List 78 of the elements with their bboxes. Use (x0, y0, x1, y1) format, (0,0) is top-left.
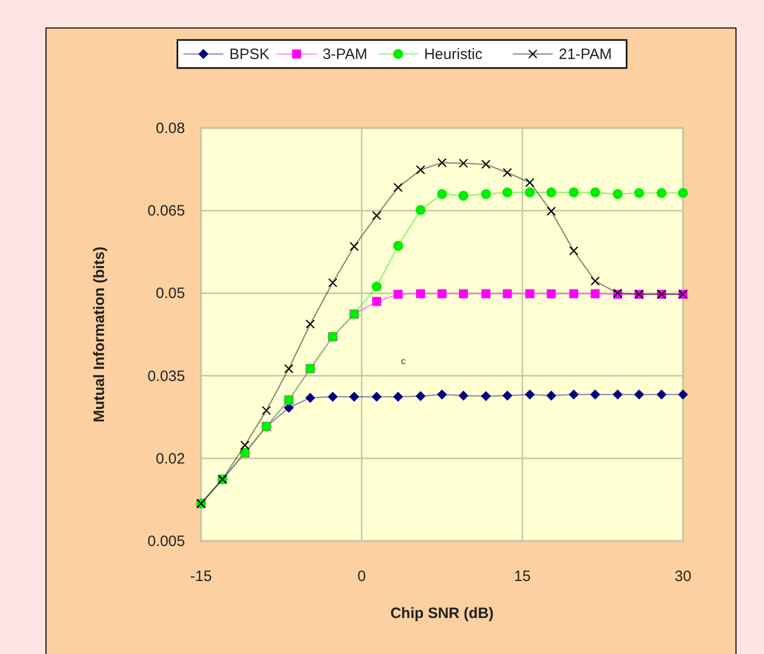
annotation: c (401, 356, 406, 366)
point (437, 189, 447, 200)
point (394, 290, 403, 299)
point (350, 242, 359, 251)
point (634, 390, 644, 400)
x-tick-label: 15 (514, 568, 531, 585)
point (502, 187, 512, 198)
point (416, 205, 426, 216)
y-tick-label: 0.08 (156, 120, 185, 137)
legend-label: 3-PAM (322, 46, 368, 63)
point (306, 319, 315, 329)
point (502, 289, 512, 298)
point (437, 158, 447, 168)
point (458, 190, 468, 201)
point (590, 289, 600, 298)
point (546, 206, 556, 216)
point (546, 289, 556, 298)
point (349, 392, 360, 402)
point (393, 240, 404, 251)
x-tick-label: 30 (674, 568, 692, 585)
point (284, 364, 294, 374)
point (372, 282, 382, 292)
point (480, 189, 491, 200)
point (524, 187, 535, 198)
point (416, 391, 426, 402)
point (678, 188, 688, 198)
point (438, 289, 446, 298)
point (590, 276, 600, 286)
point (372, 210, 382, 220)
y-tick-label: 0.035 (147, 368, 185, 385)
point (525, 178, 534, 188)
point (328, 392, 338, 402)
point (372, 296, 382, 306)
point (546, 187, 556, 198)
x-tick-label: -15 (190, 568, 212, 585)
point (393, 182, 403, 192)
point (458, 158, 468, 168)
y-tick-label: 0.05 (156, 285, 185, 302)
point (524, 390, 535, 400)
legend-label: BPSK (229, 46, 270, 63)
point (437, 390, 447, 400)
point (416, 165, 426, 174)
point (481, 289, 490, 298)
legend-label: 21-PAM (558, 46, 612, 63)
point (305, 392, 316, 403)
point (458, 289, 468, 298)
point (569, 246, 578, 256)
legend-label: Heuristic (424, 46, 483, 63)
point (458, 390, 468, 401)
point (634, 188, 644, 198)
y-tick-label: 0.065 (147, 202, 185, 220)
point (372, 392, 382, 402)
point (502, 390, 512, 401)
point (481, 160, 491, 169)
point (590, 187, 600, 198)
point (502, 168, 512, 178)
x-axis-title: Chip SNR (dB) (390, 605, 494, 622)
point (678, 390, 688, 400)
y-axis-title: Mutual Information (bits) (91, 246, 108, 422)
point (569, 289, 578, 298)
point (656, 390, 667, 400)
point (393, 392, 404, 402)
point (525, 289, 534, 298)
point (568, 390, 579, 400)
y-tick-label: 0.02 (156, 450, 185, 468)
point (656, 188, 667, 198)
point (590, 390, 600, 400)
point (416, 289, 426, 298)
point (612, 390, 623, 400)
point (328, 278, 338, 288)
x-tick-label: 0 (357, 568, 366, 585)
point (480, 391, 491, 402)
y-tick-label: 0.005 (147, 533, 185, 550)
point (612, 189, 623, 200)
point (546, 390, 556, 401)
point (240, 440, 250, 450)
point (568, 187, 579, 198)
point (262, 406, 271, 416)
